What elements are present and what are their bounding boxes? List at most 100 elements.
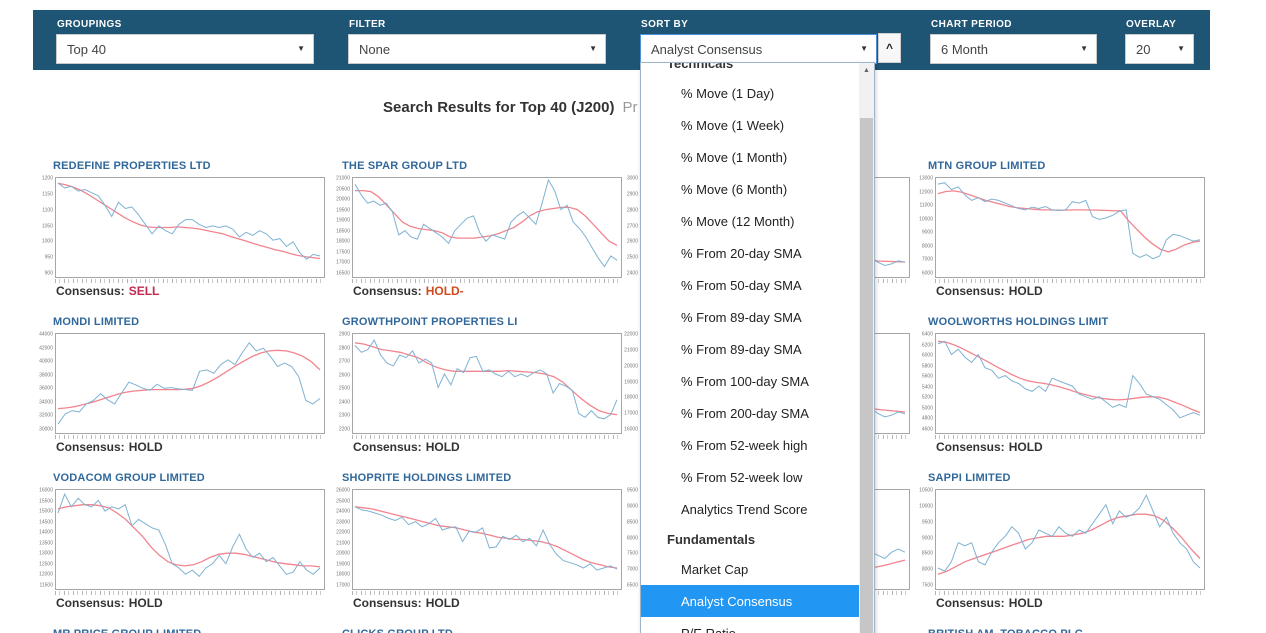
filter-select[interactable]: None ▼ xyxy=(348,34,606,64)
dropdown-option-analyst-consensus[interactable]: Analyst Consensus xyxy=(641,585,859,617)
price-line xyxy=(354,178,618,268)
y-axis-tick-label: 13000 xyxy=(39,550,53,557)
dropdown-option--from-100-day-sma[interactable]: % From 100-day SMA xyxy=(681,373,809,389)
select-value: 6 Month xyxy=(941,41,988,57)
consensus-value: HOLD xyxy=(425,596,460,610)
y-axis-tick-label: 32000 xyxy=(39,412,53,419)
sma-line xyxy=(355,189,618,246)
sma-line xyxy=(57,349,321,410)
price-line xyxy=(354,339,618,420)
chart-title: THE SPAR GROUP LTD xyxy=(342,160,468,172)
dropdown-scrollbar[interactable]: ▲ xyxy=(859,63,874,633)
x-axis-date-labels xyxy=(935,279,1203,283)
scroll-up-icon[interactable]: ▲ xyxy=(863,67,870,74)
dropdown-option--from-50-day-sma[interactable]: % From 50-day SMA xyxy=(681,277,802,293)
y-axis-tick-label: 8000 xyxy=(626,535,638,541)
mini-chart[interactable] xyxy=(55,333,325,434)
y-axis-tick-label: 7500 xyxy=(626,550,638,557)
consensus-label: Consensus: HOLD- xyxy=(353,284,464,298)
y-axis-tick-label: 2500 xyxy=(626,254,638,261)
dropdown-option--from-52-week-low[interactable]: % From 52-week low xyxy=(681,469,803,485)
mini-chart[interactable] xyxy=(935,177,1205,278)
toolbar-label: CHART PERIOD xyxy=(931,19,1012,30)
mini-chart[interactable] xyxy=(352,333,622,434)
y-axis-tick-label: 16500 xyxy=(336,270,350,277)
y-axis-tick-label: 6000 xyxy=(921,352,933,359)
consensus-label: Consensus: HOLD xyxy=(353,440,460,454)
y-axis-tick-label: 5000 xyxy=(921,405,933,412)
y-axis-tick-label: 20000 xyxy=(624,363,638,370)
toolbar-label: OVERLAY xyxy=(1126,19,1177,30)
y-axis-tick-label: 950 xyxy=(44,254,53,261)
y-axis-tick-label: 1200 xyxy=(41,175,53,182)
groupings-select[interactable]: Top 40 ▼ xyxy=(56,34,314,64)
x-axis-date-labels xyxy=(352,591,620,595)
dropdown-option--move-1-month-[interactable]: % Move (1 Month) xyxy=(681,149,788,165)
y-axis-tick-label: 5600 xyxy=(921,373,933,380)
collapse-sort-dropdown-button[interactable]: ^ xyxy=(878,33,901,63)
y-axis-tick-label: 12000 xyxy=(39,571,53,578)
y-axis-tick-label: 12000 xyxy=(919,189,933,196)
mini-chart[interactable] xyxy=(935,489,1205,590)
x-axis-date-labels xyxy=(935,591,1203,595)
dropdown-option-p-e-ratio[interactable]: P/E Ratio xyxy=(681,625,736,633)
scrollbar-thumb[interactable] xyxy=(860,118,873,633)
y-axis-tick-label: 8000 xyxy=(921,243,933,250)
chart-title: WOOLWORTHS HOLDINGS LIMIT xyxy=(928,316,1109,328)
y-axis-tick-label: 900 xyxy=(44,270,53,277)
y-axis-tick-label: 2500 xyxy=(338,385,350,392)
dropdown-option-analytics-trend-score[interactable]: Analytics Trend Score xyxy=(681,501,808,517)
y-axis-tick-label: 12500 xyxy=(39,561,53,568)
dropdown-option--from-89-day-sma[interactable]: % From 89-day SMA xyxy=(681,341,802,357)
y-axis-tick-label: 5800 xyxy=(921,363,933,370)
consensus-value: HOLD xyxy=(1008,284,1043,298)
y-axis-tick-label: 2400 xyxy=(626,270,638,277)
chart-title: REDEFINE PROPERTIES LTD xyxy=(53,160,211,172)
dropdown-option-market-cap[interactable]: Market Cap xyxy=(681,561,749,577)
y-axis-tick-label: 16000 xyxy=(624,426,638,433)
y-axis-tick-label: 17000 xyxy=(336,582,350,589)
x-axis-date-labels xyxy=(352,279,620,283)
y-axis-tick-label: 6200 xyxy=(921,342,933,349)
y-axis-tick-label: 1050 xyxy=(41,223,53,229)
dropdown-option--from-52-week-high[interactable]: % From 52-week high xyxy=(681,437,808,453)
y-axis-tick-label: 22000 xyxy=(336,529,350,536)
dropdown-option--from-89-day-sma[interactable]: % From 89-day SMA xyxy=(681,309,802,325)
chart-period-select[interactable]: 6 Month ▼ xyxy=(930,34,1097,64)
y-axis-tick-label: 18000 xyxy=(336,238,350,245)
dropdown-option--move-12-month-[interactable]: % Move (12 Month) xyxy=(681,213,795,229)
y-axis-tick-label: 17500 xyxy=(336,249,350,256)
y-axis-tick-label: 11000 xyxy=(919,202,933,209)
select-value: 20 xyxy=(1136,41,1151,57)
consensus-value: HOLD xyxy=(1008,596,1043,610)
chart-title: GROWTHPOINT PROPERTIES LI xyxy=(342,316,518,328)
y-axis-tick-label: 2900 xyxy=(338,331,350,338)
y-axis-tick-label: 20000 xyxy=(336,196,350,203)
dropdown-option--move-6-month-[interactable]: % Move (6 Month) xyxy=(681,181,788,197)
y-axis-tick-label: 11500 xyxy=(39,582,53,589)
y-axis-tick-label: 42000 xyxy=(39,345,53,352)
toolbar-label: FILTER xyxy=(349,19,386,30)
mini-chart[interactable] xyxy=(352,177,622,278)
y-axis-tick-label: 16000 xyxy=(39,487,53,494)
y-axis-tick-label: 13500 xyxy=(39,540,53,547)
y-axis-tick-label: 36000 xyxy=(39,385,53,392)
mini-chart[interactable] xyxy=(55,177,325,278)
sma-line xyxy=(937,340,1201,414)
mini-chart[interactable] xyxy=(935,333,1205,434)
dropdown-option--from-20-day-sma[interactable]: % From 20-day SMA xyxy=(681,245,802,261)
overlay-select[interactable]: 20 ▼ xyxy=(1125,34,1194,64)
chart-title: SHOPRITE HOLDINGS LIMITED xyxy=(342,472,512,484)
dropdown-option--from-200-day-sma[interactable]: % From 200-day SMA xyxy=(681,405,809,421)
y-axis-tick-label: 9000 xyxy=(626,503,638,510)
consensus-prefix: Consensus: xyxy=(56,596,125,610)
chart-title: SAPPI LIMITED xyxy=(928,472,1011,484)
mini-chart[interactable] xyxy=(352,489,622,590)
dropdown-option--move-1-day-[interactable]: % Move (1 Day) xyxy=(681,85,775,101)
chevron-down-icon: ▼ xyxy=(1177,44,1185,53)
dropdown-option--move-1-week-[interactable]: % Move (1 Week) xyxy=(681,117,785,133)
consensus-label: Consensus: HOLD xyxy=(56,440,163,454)
mini-chart[interactable] xyxy=(55,489,325,590)
sort-by-select[interactable]: Analyst Consensus ▼ xyxy=(640,34,877,64)
price-line xyxy=(57,341,321,425)
